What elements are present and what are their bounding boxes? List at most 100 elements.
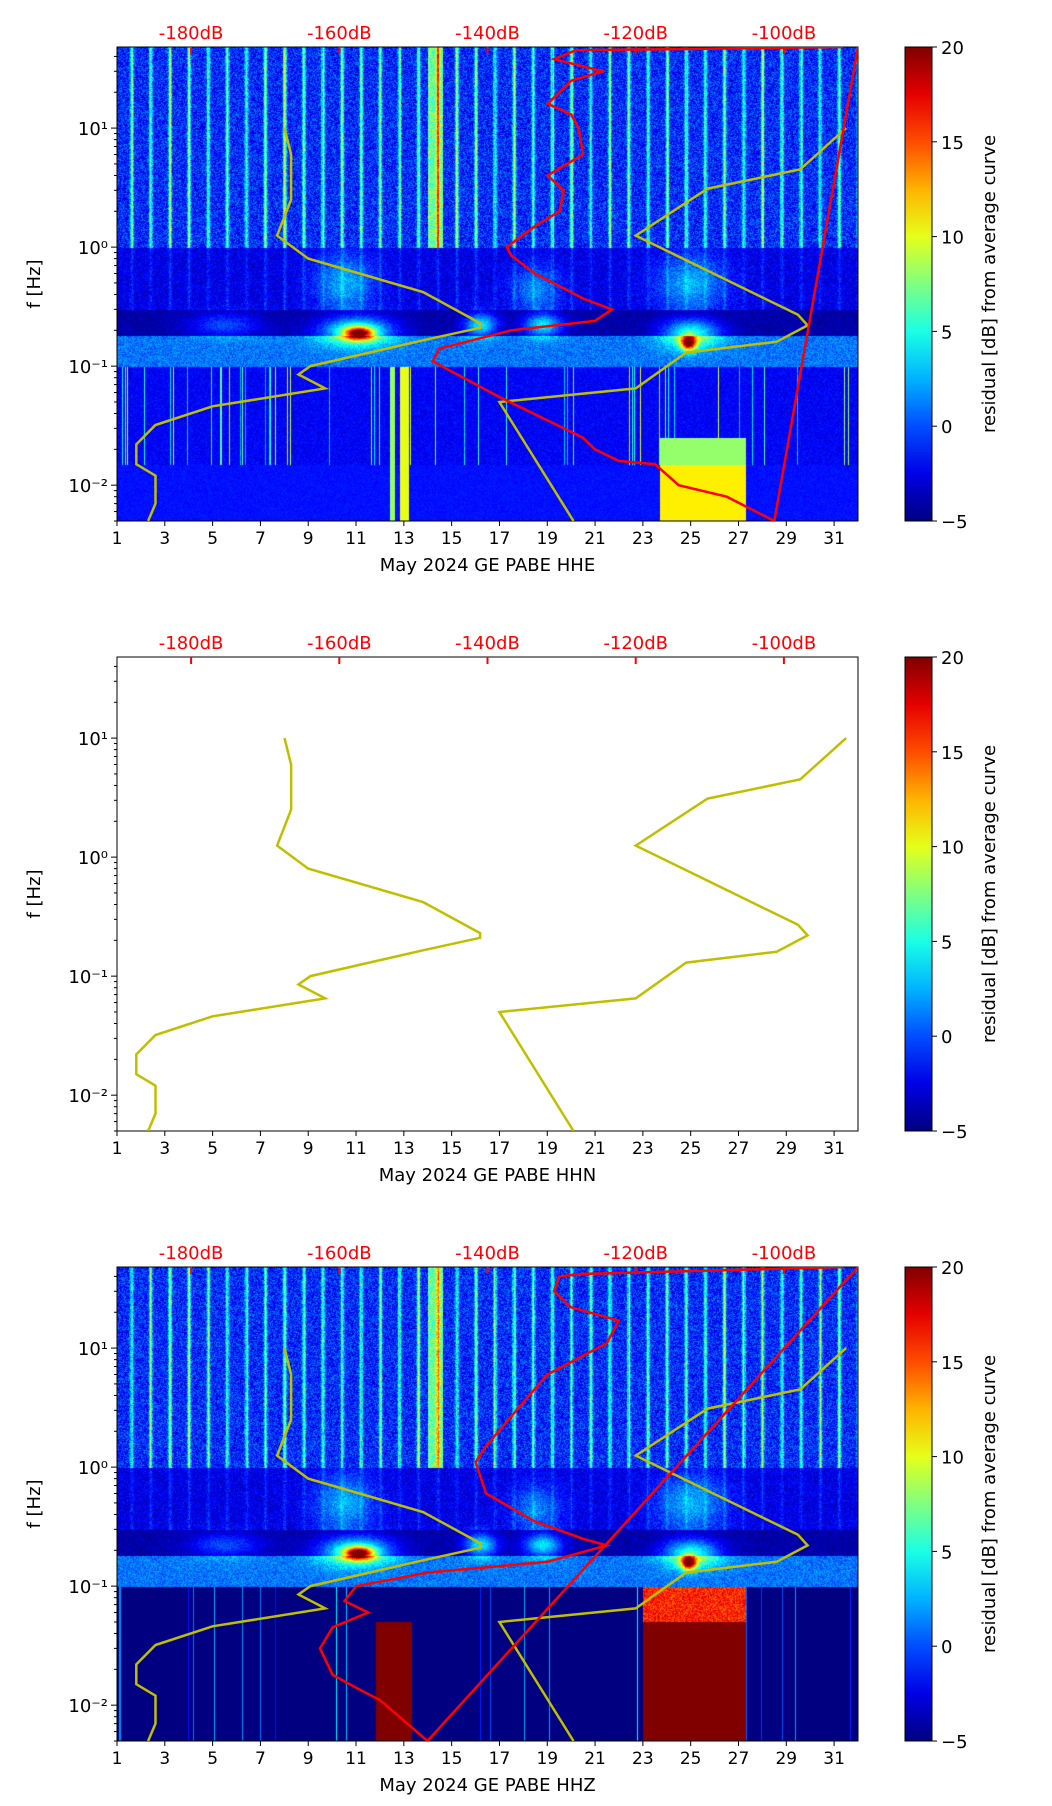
low-noise-model-line xyxy=(135,737,482,1131)
colorbar-tick-label: 10 xyxy=(941,228,964,249)
y-tick-label: 10⁻¹ xyxy=(68,357,108,378)
colorbar-tick-label: −5 xyxy=(941,1122,968,1143)
x-tick-label: 17 xyxy=(489,1749,511,1769)
x-tick-label: 3 xyxy=(159,1139,170,1159)
colorbar-bar xyxy=(904,656,933,1132)
x-tick-label: 5 xyxy=(207,529,218,549)
colorbar-tick-label: 5 xyxy=(941,932,952,953)
colorbar-tick-label: −5 xyxy=(941,1732,968,1753)
x-tick-label: 7 xyxy=(255,1139,266,1159)
x-tick-label: 1 xyxy=(112,1139,123,1159)
x-tick-label: 23 xyxy=(632,1749,654,1769)
colorbar-label: residual [dB] from average curve xyxy=(979,745,1000,1043)
colorbar: −5 0 5 10 15 20 residual [dB] from average cur… xyxy=(904,38,1000,533)
x-tick-label: 7 xyxy=(255,1749,266,1769)
x-tick-label: 5 xyxy=(207,1749,218,1769)
y-axis-label: f [Hz] xyxy=(24,1479,45,1528)
y-tick-label: 10⁰ xyxy=(78,848,108,869)
x-tick-label: 1 xyxy=(112,529,123,549)
x-axis-label: May 2024 GE PABE HHZ xyxy=(379,1775,595,1796)
x-tick-label: 17 xyxy=(489,1139,511,1159)
colorbar-tick-label: 5 xyxy=(941,1542,952,1563)
colorbar-label: residual [dB] from average curve xyxy=(979,1355,1000,1653)
x-tick-label: 15 xyxy=(441,529,463,549)
x-tick-label: 11 xyxy=(345,1749,367,1769)
y-tick-label: 10¹ xyxy=(78,119,108,140)
db-tick-label: -160dB xyxy=(307,1243,372,1264)
x-tick-label: 13 xyxy=(393,1749,415,1769)
db-tick-label: -180dB xyxy=(159,1243,224,1264)
db-tick-label: -140dB xyxy=(455,1243,520,1264)
x-tick-label: 3 xyxy=(159,529,170,549)
x-tick-label: 15 xyxy=(441,1749,463,1769)
x-tick-label: 29 xyxy=(775,1749,797,1769)
high-noise-model-line xyxy=(497,1347,847,1741)
db-tick-label: -120dB xyxy=(603,23,668,44)
db-tick-label: -140dB xyxy=(455,23,520,44)
x-tick-label: 23 xyxy=(632,529,654,549)
x-tick-label: 17 xyxy=(489,529,511,549)
colorbar-tick-label: 0 xyxy=(941,1027,952,1048)
y-tick-label: 10⁻² xyxy=(68,1086,108,1107)
x-tick-label: 19 xyxy=(536,1749,558,1769)
colorbar-tick-label: 10 xyxy=(941,838,964,859)
x-tick-label: 25 xyxy=(680,529,702,549)
y-tick-label: 10⁰ xyxy=(78,1458,108,1479)
colorbar-tick-label: −5 xyxy=(941,512,968,533)
colorbar-bar xyxy=(904,46,933,522)
x-tick-label: 7 xyxy=(255,529,266,549)
x-tick-label: 27 xyxy=(728,1139,750,1159)
colorbar-tick-label: 15 xyxy=(941,133,964,154)
x-tick-label: 9 xyxy=(303,529,314,549)
colorbar-tick-label: 0 xyxy=(941,1637,952,1658)
axes-frame xyxy=(116,46,859,522)
colorbar: −5 0 5 10 15 20 residual [dB] from average cur… xyxy=(904,1258,1000,1753)
x-tick-label: 3 xyxy=(159,1749,170,1769)
x-tick-label: 27 xyxy=(728,529,750,549)
y-axis-label: f [Hz] xyxy=(24,259,45,308)
y-tick-label: 10⁻¹ xyxy=(68,967,108,988)
low-noise-model-line xyxy=(135,127,482,521)
db-tick-label: -180dB xyxy=(159,23,224,44)
colorbar-tick-label: 20 xyxy=(941,1258,964,1279)
average-curve-line xyxy=(431,47,858,521)
average-curve-line xyxy=(318,1267,858,1741)
y-tick-label: 10⁻² xyxy=(68,476,108,497)
x-tick-label: 13 xyxy=(393,1139,415,1159)
colorbar-tick-label: 5 xyxy=(941,322,952,343)
colorbar-bar xyxy=(904,1266,933,1742)
x-tick-label: 31 xyxy=(823,529,845,549)
x-tick-label: 9 xyxy=(303,1749,314,1769)
colorbar-tick-label: 0 xyxy=(941,417,952,438)
curves xyxy=(135,47,858,521)
x-tick-label: 23 xyxy=(632,1139,654,1159)
db-tick-label: -160dB xyxy=(307,633,372,654)
axes-frame xyxy=(116,1266,859,1742)
x-tick-label: 21 xyxy=(584,1749,606,1769)
x-tick-label: 21 xyxy=(584,529,606,549)
axes-frame xyxy=(116,656,859,1132)
db-tick-label: -100dB xyxy=(752,23,817,44)
curves xyxy=(135,737,847,1131)
x-tick-label: 5 xyxy=(207,1139,218,1159)
colorbar-tick-label: 20 xyxy=(941,648,964,669)
low-noise-model-line xyxy=(135,1347,482,1741)
x-tick-label: 27 xyxy=(728,1749,750,1769)
x-tick-label: 13 xyxy=(393,529,415,549)
x-tick-label: 31 xyxy=(823,1139,845,1159)
x-tick-label: 1 xyxy=(112,1749,123,1769)
x-tick-label: 31 xyxy=(823,1749,845,1769)
colorbar-tick-label: 20 xyxy=(941,38,964,59)
y-axis-label: f [Hz] xyxy=(24,869,45,918)
colorbar-tick-label: 15 xyxy=(941,1353,964,1374)
db-tick-label: -180dB xyxy=(159,633,224,654)
x-tick-label: 11 xyxy=(345,529,367,549)
db-tick-label: -120dB xyxy=(603,1243,668,1264)
curves xyxy=(135,1267,858,1741)
colorbar: −5 0 5 10 15 20 residual [dB] from average cur… xyxy=(904,648,1000,1143)
